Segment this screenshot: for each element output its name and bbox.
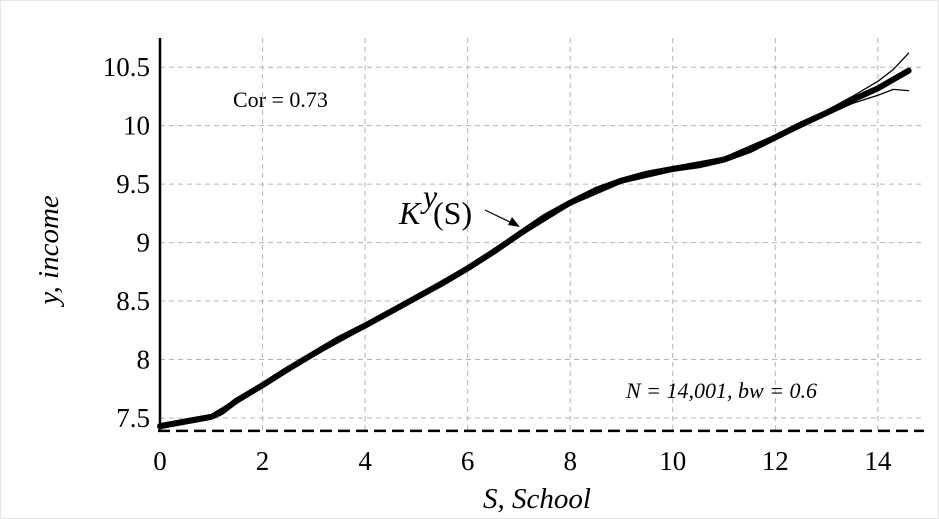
x-tick-label: 12 xyxy=(762,446,789,476)
curve-label-arrow-line xyxy=(484,209,515,225)
y-tick-label: 9 xyxy=(137,228,151,258)
curve-label-argument: (S) xyxy=(433,195,472,231)
x-tick-label: 4 xyxy=(358,446,372,476)
y-axis-label: y, income xyxy=(33,195,65,308)
x-tick-label: 8 xyxy=(563,446,577,476)
curve-label-superscript: y xyxy=(420,178,438,214)
x-tick-label: 10 xyxy=(659,446,686,476)
correlation-annotation: Cor = 0.73 xyxy=(233,87,328,112)
y-tick-label: 10.5 xyxy=(103,52,150,82)
sample-annotation: N = 14,001, bw = 0.6 xyxy=(625,378,817,403)
x-tick-label: 6 xyxy=(461,446,475,476)
y-tick-label: 10 xyxy=(123,111,150,141)
upper-band-line xyxy=(159,52,910,425)
curve-label-arrowhead xyxy=(508,217,520,227)
y-tick-label: 8.5 xyxy=(116,286,150,316)
y-tick-label: 9.5 xyxy=(116,169,150,199)
y-tick-label: 8 xyxy=(137,345,151,375)
grid-layer xyxy=(160,38,924,432)
curve-label: K y (S) xyxy=(398,178,520,231)
y-tick-label: 7.5 xyxy=(116,403,150,433)
lower-band-line xyxy=(159,88,910,430)
axis-layer xyxy=(158,38,924,433)
x-tick-label: 2 xyxy=(256,446,270,476)
estimate-line xyxy=(157,67,912,430)
series-layer xyxy=(157,52,912,430)
x-tick-label: 14 xyxy=(864,446,892,476)
x-tick-label: 0 xyxy=(153,446,167,476)
x-axis-label: S, School xyxy=(483,483,591,515)
tick-label-layer: 0 2 4 6 8 10 12 14 7.5 8 8.5 9 9.5 10 10.5 xyxy=(103,52,892,476)
curve-label-main: K xyxy=(398,195,422,231)
